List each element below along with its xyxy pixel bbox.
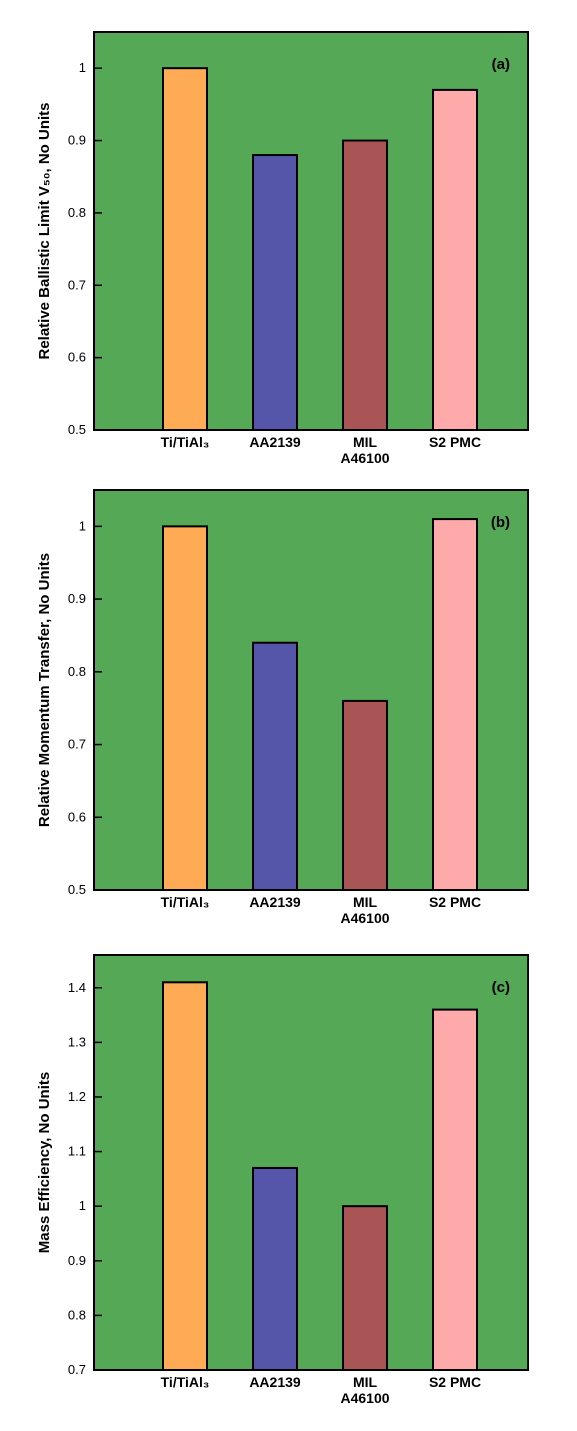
bar-4 (432, 518, 478, 891)
panel-label: (a) (492, 56, 510, 73)
plot-frame (93, 489, 529, 891)
bar-3 (342, 139, 388, 432)
y-tick-label: 1.4 (68, 980, 86, 995)
x-category-label: S2 PMC (429, 894, 481, 910)
panel-label: (b) (491, 514, 510, 531)
x-category-label: S2 PMC (429, 1374, 481, 1390)
chart-panel-1: 0.5 0.6 0.7 0.8 0.9 1 Ti/TiAl₃ AA2139 MIL A46100 S… (36, 31, 529, 466)
y-tick-label: 0.9 (68, 1253, 86, 1268)
y-tick-label: 0.7 (68, 737, 86, 752)
y-tick-label: 0.6 (68, 350, 86, 365)
x-category-label: Ti/TiAl₃ (161, 1374, 210, 1390)
bar-4 (432, 1008, 478, 1372)
x-category-label: MIL A46100 (340, 434, 389, 466)
y-tick-label: 1 (79, 1198, 86, 1213)
y-tick-label: 0.6 (68, 809, 86, 824)
y-tick-label: 1 (79, 518, 86, 533)
plot-frame (93, 31, 529, 431)
plot-frame (93, 954, 529, 1371)
chart-panel-2: 0.5 0.6 0.7 0.8 0.9 1 Ti/TiAl₃ AA2139 MIL A46100 S… (36, 489, 529, 926)
bar-1 (162, 525, 208, 891)
y-tick-label: 0.9 (68, 133, 86, 148)
y-tick-label: 1.3 (68, 1034, 86, 1049)
y-tick-label: 0.8 (68, 1307, 86, 1322)
bar-2 (252, 1166, 298, 1372)
y-tick-label: 0.7 (68, 277, 86, 292)
y-tick-label: 0.9 (68, 591, 86, 606)
x-category-label: AA2139 (249, 434, 301, 450)
bar-3 (342, 1205, 388, 1371)
panel-label: (c) (492, 979, 510, 996)
y-tick-label: 1.2 (68, 1089, 86, 1104)
y-tick-label: 1.1 (68, 1144, 86, 1159)
x-category-label: AA2139 (249, 1374, 301, 1390)
bar-1 (162, 981, 208, 1371)
bar-4 (432, 88, 478, 432)
x-category-label: S2 PMC (429, 434, 481, 450)
x-category-label: AA2139 (249, 894, 301, 910)
bar-2 (252, 641, 298, 892)
bar-1 (162, 67, 208, 431)
y-axis-title: Relative Ballistic Limit V₅₀, No Units (36, 102, 53, 359)
bar-2 (252, 154, 298, 431)
y-tick-label: 0.8 (68, 205, 86, 220)
bar-3 (342, 699, 388, 892)
x-category-label: Ti/TiAl₃ (161, 434, 210, 450)
x-category-label: Ti/TiAl₃ (161, 894, 210, 910)
y-tick-label: 0.7 (68, 1362, 86, 1377)
y-tick-label: 1 (79, 60, 86, 75)
chart-panel-3: 0.7 0.8 0.9 1 1.1 1.2 1.3 1.4 Ti/TiAl₃ AA2139 MIL A… (36, 954, 529, 1406)
y-tick-label: 0.5 (68, 422, 86, 437)
x-category-label: MIL A46100 (340, 1374, 389, 1406)
y-axis-title: Mass Efficiency, No Units (36, 1072, 53, 1253)
x-category-label: MIL A46100 (340, 894, 389, 926)
y-tick-label: 0.5 (68, 882, 86, 897)
y-axis-title: Relative Momentum Transfer, No Units (36, 553, 53, 827)
y-tick-label: 0.8 (68, 664, 86, 679)
